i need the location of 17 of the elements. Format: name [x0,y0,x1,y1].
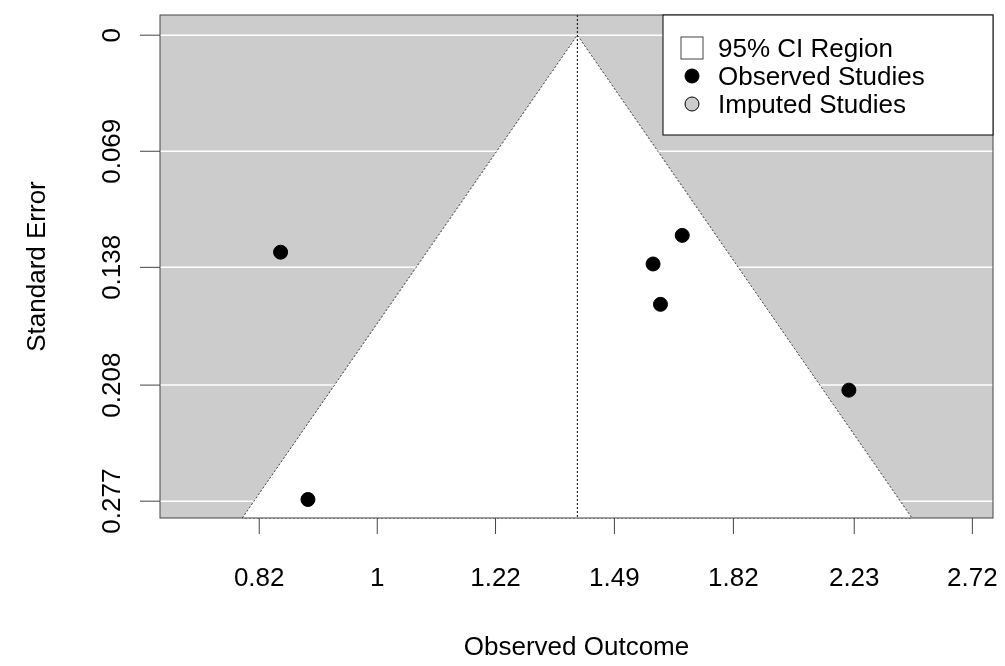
y-tick-label: 0 [96,27,126,43]
x-tick-label: 1 [370,562,385,592]
x-axis-title: Observed Outcome [463,631,690,661]
x-tick-label: 1.82 [708,562,759,592]
x-tick-label: 0.82 [233,562,285,592]
y-tick-label: 0.277 [96,468,126,534]
x-tick-label: 2.23 [828,562,880,592]
y-axis-title: Standard Error [21,180,51,352]
x-tick-label: 1.49 [589,562,640,592]
x-tick-label: 1.22 [470,562,521,592]
x-tick-label: 2.72 [947,562,998,592]
y-tick-label: 0.069 [96,118,126,184]
y-tick-label: 0.138 [96,234,126,300]
legend-label: Observed Studies [718,61,925,91]
legend-label: Imputed Studies [718,89,906,119]
legend-label: 95% CI Region [718,33,893,63]
y-tick-label: 0.208 [96,352,126,418]
